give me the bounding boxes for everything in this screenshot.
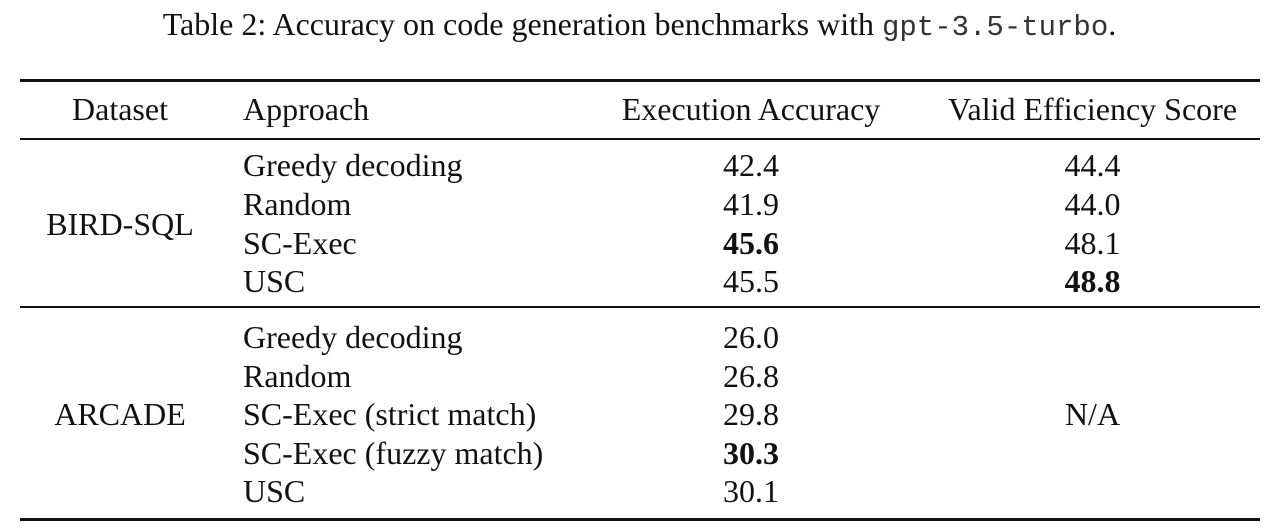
approach-cell: USC (243, 473, 306, 509)
exec-accuracy-cell: 26.0 (723, 319, 779, 355)
exec-accuracy-cell: 42.4 (723, 147, 779, 183)
exec-accuracy-cell: 30.1 (723, 473, 779, 509)
exec-accuracy-cell-best: 30.3 (723, 435, 779, 471)
ves-cell-best: 48.8 (1064, 263, 1121, 299)
group-separator-rule (20, 306, 1260, 308)
caption-model-name: gpt-3.5-turbo (882, 11, 1109, 44)
approach-cell: Random (243, 358, 352, 394)
exec-accuracy-cell: 41.9 (723, 186, 779, 222)
exec-accuracy-cell: 29.8 (723, 396, 779, 432)
exec-accuracy-cell: 45.5 (723, 263, 779, 299)
caption-prefix: Table 2: Accuracy on code generation ben… (162, 6, 882, 42)
exec-accuracy-cell: 26.8 (723, 358, 779, 394)
approach-cell: Greedy decoding (243, 147, 463, 183)
ves-cell: 44.0 (1064, 186, 1121, 222)
caption-suffix: . (1108, 6, 1117, 42)
dataset-label-bird-sql: BIRD-SQL (46, 206, 194, 242)
header-execution-accuracy: Execution Accuracy (621, 91, 881, 127)
ves-cell: 48.1 (1064, 225, 1121, 261)
approach-cell: USC (243, 263, 306, 299)
header-rule (20, 138, 1260, 140)
header-approach: Approach (243, 91, 370, 127)
header-dataset: Dataset (72, 91, 168, 127)
approach-cell: SC-Exec (243, 225, 357, 261)
exec-accuracy-cell-best: 45.6 (723, 225, 779, 261)
header-valid-efficiency-score: Valid Efficiency Score (947, 91, 1238, 127)
top-rule (20, 79, 1260, 82)
approach-cell: SC-Exec (fuzzy match) (243, 435, 544, 471)
approach-cell: Random (243, 186, 352, 222)
bottom-rule (20, 518, 1260, 521)
table-caption: Table 2: Accuracy on code generation ben… (0, 4, 1279, 48)
approach-cell: SC-Exec (strict match) (243, 396, 537, 432)
ves-cell-not-applicable: N/A (1064, 396, 1121, 432)
ves-cell: 44.4 (1064, 147, 1121, 183)
dataset-label-arcade: ARCADE (54, 396, 186, 432)
approach-cell: Greedy decoding (243, 319, 463, 355)
